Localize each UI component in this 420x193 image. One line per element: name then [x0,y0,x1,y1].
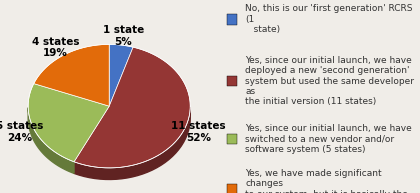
Bar [226,134,237,144]
Polygon shape [74,47,190,168]
Text: Yes, since our initial launch, we have
switched to a new vendor and/or
software : Yes, since our initial launch, we have s… [245,124,412,154]
Text: No, this is our 'first generation' RCRS (1
   state): No, this is our 'first generation' RCRS … [245,4,413,34]
Text: Yes, we have made significant changes
to our system, but it is basically the
'fi: Yes, we have made significant changes to… [245,169,408,193]
Polygon shape [74,106,190,179]
Text: 4 states
19%: 4 states 19% [32,37,79,58]
Text: 5 states
24%: 5 states 24% [0,121,44,143]
Text: 1 state
5%: 1 state 5% [103,25,144,47]
Polygon shape [28,84,109,162]
Text: Yes, since our initial launch, we have
deployed a new 'second generation'
system: Yes, since our initial launch, we have d… [245,56,414,106]
Polygon shape [28,108,74,173]
Polygon shape [34,44,109,106]
Text: 11 states
52%: 11 states 52% [171,121,226,143]
Bar [226,184,237,193]
Bar [226,76,237,86]
Bar [226,14,237,25]
Polygon shape [109,44,133,106]
